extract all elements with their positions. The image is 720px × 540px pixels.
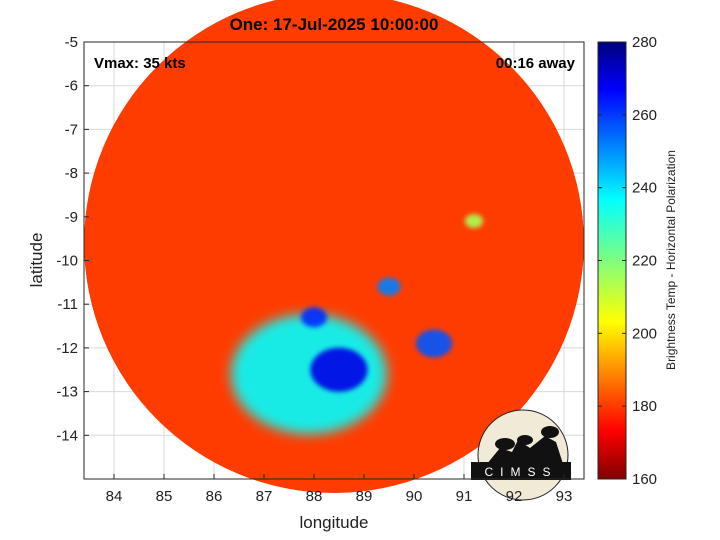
y-tick-label: -12 — [56, 340, 78, 357]
swath-background — [84, 0, 584, 494]
colorbar-tick-label: 240 — [632, 180, 657, 197]
y-axis-label: latitude — [27, 233, 46, 288]
y-tick-label: -10 — [56, 253, 78, 270]
chart-title: One: 17-Jul-2025 10:00:00 — [230, 15, 439, 34]
colorbar-label: Brightness Temp - Horizontal Polarizatio… — [664, 150, 678, 370]
time-offset-label: 00:16 away — [496, 55, 576, 72]
vmax-label: Vmax: 35 kts — [94, 55, 186, 72]
brightness-feature — [301, 307, 327, 328]
colorbar-tick-label: 160 — [632, 471, 657, 488]
x-axis-label: longitude — [299, 513, 368, 532]
y-tick-label: -14 — [56, 427, 78, 444]
y-tick-label: -13 — [56, 384, 78, 401]
logo-text: CIMSS — [484, 465, 557, 479]
x-tick-label: 92 — [506, 488, 523, 505]
colorbar-tick-label: 180 — [632, 398, 657, 415]
cimss-logo: CIMSS — [471, 409, 571, 501]
colorbar: 160 180 200 220 240 260 280 Brightness Temp - … — [597, 34, 678, 488]
colorbar-tick-label: 280 — [632, 34, 657, 51]
x-tick-label: 88 — [306, 488, 323, 505]
colorbar-tick-label: 220 — [632, 253, 657, 270]
colorbar-tick-label: 260 — [632, 107, 657, 124]
x-axis: 84 85 86 87 88 89 90 91 92 93 — [106, 474, 573, 505]
brightness-feature — [464, 214, 484, 229]
x-tick-label: 89 — [356, 488, 373, 505]
y-tick-label: -8 — [65, 165, 78, 182]
x-tick-label: 87 — [256, 488, 273, 505]
y-tick-label: -11 — [57, 296, 78, 313]
colorbar-tick-label: 200 — [632, 325, 657, 342]
brightness-feature — [415, 329, 453, 358]
x-tick-label: 90 — [406, 488, 423, 505]
y-tick-label: -9 — [65, 209, 78, 226]
y-tick-label: -7 — [65, 121, 78, 138]
x-tick-label: 91 — [456, 488, 473, 505]
brightness-feature — [310, 347, 368, 392]
x-tick-label: 93 — [556, 488, 573, 505]
x-tick-label: 84 — [106, 488, 123, 505]
x-tick-label: 86 — [206, 488, 223, 505]
brightness-feature — [231, 314, 387, 435]
y-tick-label: -5 — [65, 34, 78, 51]
brightness-feature — [377, 277, 401, 296]
y-axis: -5 -6 -7 -8 -9 -10 -11 -12 -13 -14 — [56, 34, 89, 444]
y-tick-label: -6 — [65, 78, 78, 95]
brightness-swath — [84, 0, 584, 494]
x-tick-label: 85 — [156, 488, 173, 505]
